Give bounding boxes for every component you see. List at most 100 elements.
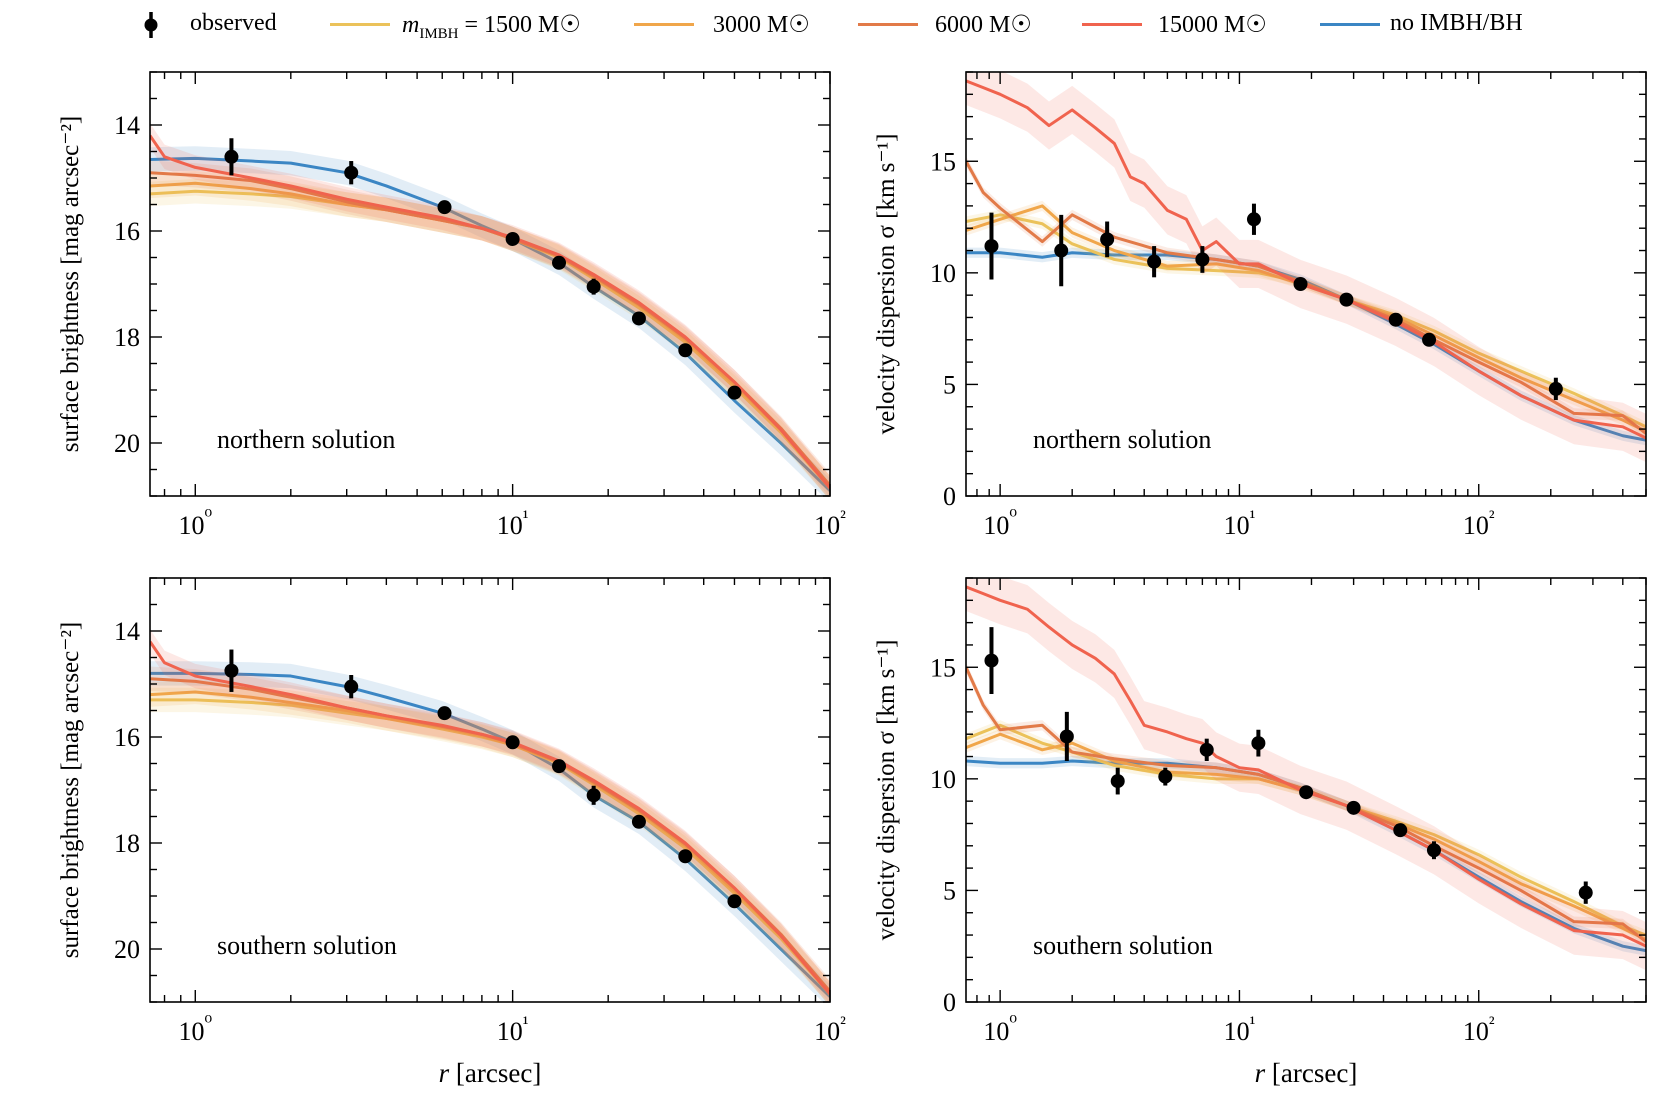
chart-sb-south: 10⁰ 10¹ 10² 14 16 18 20 surface brightness [mag…	[57, 577, 846, 1088]
y-tick-label: 15	[930, 147, 956, 176]
observed-point	[552, 759, 567, 774]
legend-line-m3000	[634, 23, 694, 26]
series-band-2	[966, 729, 1646, 945]
observed-point	[1110, 774, 1125, 789]
panel-annotation: southern solution	[1033, 931, 1213, 960]
observed-point	[586, 279, 601, 294]
axes-frame	[965, 71, 1647, 497]
series-band-3	[150, 160, 830, 496]
observed-point	[631, 814, 646, 829]
series-line-2	[150, 690, 830, 996]
observed-point	[1293, 277, 1308, 291]
series-band-2	[966, 200, 1646, 437]
series-line-0	[150, 671, 830, 998]
x-axis-label: r [arcsec]	[439, 1058, 542, 1088]
series-band-0	[966, 247, 1646, 446]
x-tick-label: 10¹	[1224, 1013, 1256, 1046]
observed-point	[586, 788, 601, 803]
series-band-3	[966, 662, 1646, 947]
series-band-4	[966, 578, 1646, 971]
x-tick-label: 10¹	[1224, 507, 1256, 540]
series-band-1	[150, 687, 830, 1002]
panel-annotation: northern solution	[1033, 425, 1211, 454]
plot-area	[966, 72, 1646, 463]
y-tick-label: 0	[943, 482, 956, 511]
y-axis-label: velocity dispersion σ [km s⁻¹]	[873, 640, 900, 941]
panel-annotation: northern solution	[217, 425, 395, 454]
observed-point	[1251, 736, 1266, 751]
observed-point	[984, 653, 999, 668]
observed-point	[1059, 729, 1074, 744]
observed-point	[224, 663, 239, 678]
observed-point	[224, 149, 239, 164]
observed-point	[678, 849, 693, 864]
observed-point	[344, 165, 359, 180]
legend-label-noimbh: no IMBH/BH	[1390, 10, 1523, 36]
series-band-3	[966, 156, 1646, 439]
panel-annotation: southern solution	[217, 931, 397, 960]
y-tick-label: 18	[114, 829, 140, 858]
y-tick-label: 10	[930, 259, 956, 288]
observed-point	[1299, 785, 1314, 800]
chart-sb-north: 10⁰ 10¹ 10² 14 16 18 20 surface brightness [mag…	[57, 71, 846, 540]
x-tick-label: 10²	[814, 507, 846, 540]
y-tick-label: 5	[943, 370, 956, 399]
x-tick-label: 10⁰	[178, 507, 212, 540]
y-axis-label: velocity dispersion σ [km s⁻¹]	[873, 134, 900, 435]
axes-frame	[965, 577, 1647, 1003]
series-band-1	[966, 209, 1646, 432]
y-tick-label: 5	[943, 876, 956, 905]
observed-point	[344, 679, 359, 694]
observed-point	[984, 239, 999, 254]
observed-point	[552, 255, 567, 270]
observed-point	[505, 231, 520, 246]
observed-point	[1393, 823, 1408, 838]
observed-point	[631, 311, 646, 326]
observed-point	[1100, 232, 1115, 247]
observed-point	[1578, 885, 1593, 900]
observed-point	[437, 706, 452, 721]
x-axis-label: r [arcsec]	[1255, 1058, 1358, 1088]
y-tick-label: 10	[930, 765, 956, 794]
y-axis-label: surface brightness [mag arcsec⁻²]	[57, 622, 84, 959]
legend-observed-marker	[144, 12, 158, 38]
series-line-4	[966, 585, 1646, 948]
observed-point	[1548, 381, 1563, 396]
y-tick-label: 16	[114, 723, 140, 752]
observed-point	[1388, 312, 1403, 327]
legend: observed mIMBH = 1500 M☉ 3000 M☉ 6000 M☉…	[0, 0, 1661, 56]
y-tick-label: 20	[114, 429, 140, 458]
x-tick-label: 10⁰	[178, 1013, 212, 1046]
series-band-4	[150, 123, 830, 496]
chart-vd-south: 10⁰ 10¹ 10² 0 5 10 15 velocity dispersion σ [km…	[873, 577, 1647, 1088]
x-tick-label: 10⁰	[983, 1013, 1017, 1046]
observed-point	[1158, 769, 1173, 784]
observed-marker-icon	[144, 12, 158, 38]
plot-area	[150, 123, 830, 496]
y-axis-label: surface brightness [mag arcsec⁻²]	[57, 116, 84, 453]
legend-line-m1500	[330, 23, 390, 26]
x-tick-label: 10⁰	[983, 507, 1017, 540]
plot-area	[966, 578, 1646, 971]
observed-point	[505, 735, 520, 750]
legend-line-noimbh	[1320, 23, 1380, 26]
observed-point	[1426, 843, 1441, 858]
observed-point	[1339, 292, 1354, 307]
series-band-1	[966, 720, 1646, 941]
chart-vd-north: 10⁰ 10¹ 10² 0 5 10 15 velocity dispersion σ [km…	[873, 71, 1647, 540]
x-tick-label: 10²	[814, 1013, 846, 1046]
observed-point	[1346, 800, 1361, 815]
x-tick-label: 10¹	[497, 507, 529, 540]
legend-label-m15000: 15000 M☉	[1158, 12, 1267, 38]
x-tick-label: 10²	[1463, 507, 1495, 540]
observed-point	[727, 894, 742, 909]
series-band-4	[966, 72, 1646, 463]
observed-point	[1054, 243, 1069, 258]
y-tick-label: 18	[114, 323, 140, 352]
series-band-3	[150, 666, 830, 1002]
legend-line-m15000	[1082, 23, 1142, 26]
y-tick-label: 14	[114, 111, 140, 140]
y-tick-label: 15	[930, 653, 956, 682]
plot-area	[150, 629, 830, 1002]
